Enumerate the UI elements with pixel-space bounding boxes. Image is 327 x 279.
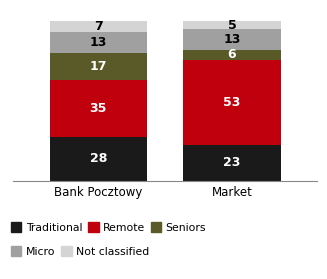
Text: 7: 7 (94, 20, 103, 33)
Bar (50, 80, 147, 136)
Bar (50, 32, 147, 53)
Text: 17: 17 (90, 60, 107, 73)
Text: 35: 35 (90, 102, 107, 115)
Bar (50, 21, 147, 32)
Bar (183, 29, 281, 50)
Bar (183, 21, 281, 29)
Legend: Micro, Not classified: Micro, Not classified (6, 242, 153, 261)
Bar (183, 60, 281, 145)
Bar (183, 145, 281, 181)
Text: 5: 5 (228, 19, 236, 32)
Text: 13: 13 (90, 36, 107, 49)
Text: 13: 13 (223, 33, 241, 46)
Text: 6: 6 (228, 48, 236, 61)
Text: 53: 53 (223, 96, 241, 109)
Text: 23: 23 (223, 157, 241, 169)
Text: 28: 28 (90, 152, 107, 165)
Bar (183, 50, 281, 60)
Bar (50, 53, 147, 80)
Bar (50, 136, 147, 181)
